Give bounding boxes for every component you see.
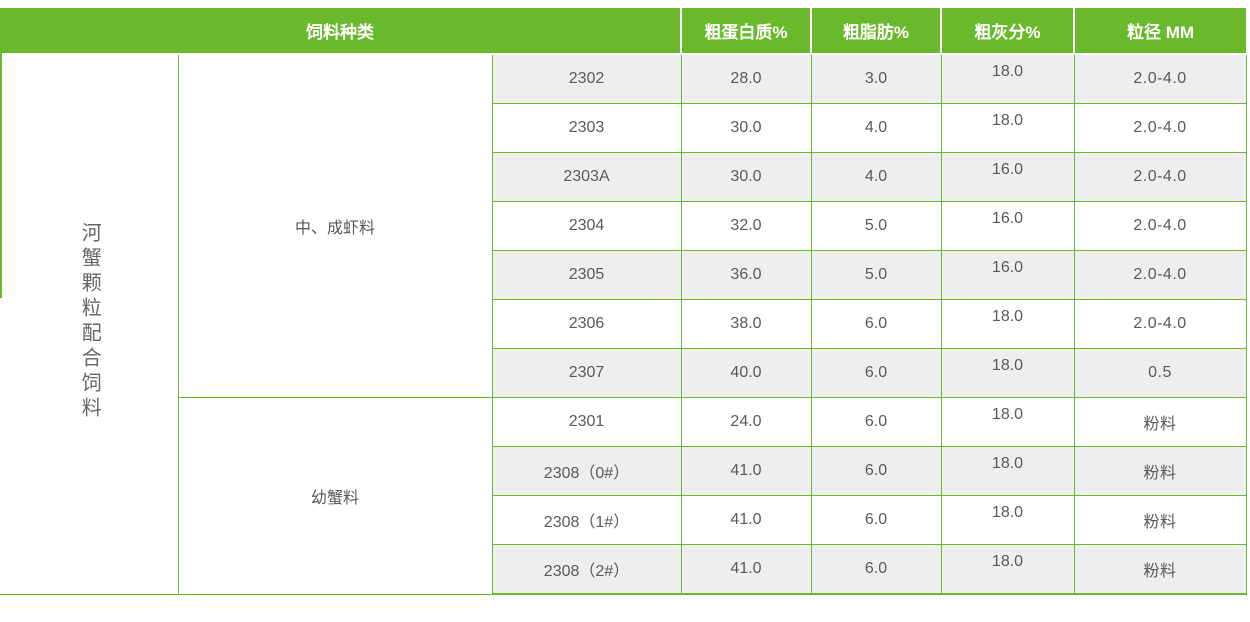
table-row: 2303 30.0 4.0 18.0 2.0-4.0: [0, 103, 1247, 153]
size-cell: 粉料: [1073, 397, 1247, 447]
header-crude-ash: 粗灰分%: [941, 8, 1075, 55]
ash-value: 16.0: [991, 259, 1024, 276]
table-row: 2307 40.0 6.0 18.0 0.5: [0, 348, 1247, 398]
protein-cell: 40.0: [680, 348, 812, 398]
feed-spec-table: 饲料种类 粗蛋白质% 粗脂肪% 粗灰分% 粒径 MM 河蟹颗粒配合饲料 中、成虾料…: [0, 8, 1247, 595]
protein-cell: 41.0: [680, 544, 812, 595]
ash-cell: 18.0: [940, 544, 1075, 595]
product-code-cell: 2303: [491, 103, 682, 153]
ash-cell: 18.0: [940, 103, 1075, 153]
product-code-cell: 2305: [491, 250, 682, 300]
ash-value: 18.0: [991, 357, 1024, 374]
fat-cell: 3.0: [810, 53, 942, 104]
fat-cell: 6.0: [810, 299, 942, 349]
table-row: 2304 32.0 5.0 16.0 2.0-4.0: [0, 201, 1247, 251]
ash-value: 16.0: [991, 161, 1024, 178]
product-code-cell: 2308（1#）: [491, 495, 682, 545]
ash-value: 18.0: [991, 63, 1024, 80]
size-cell: 粉料: [1073, 495, 1247, 545]
fat-cell: 4.0: [810, 103, 942, 153]
ash-value: 16.0: [991, 210, 1024, 227]
fat-cell: 6.0: [810, 544, 942, 595]
ash-cell: 16.0: [940, 250, 1075, 300]
ash-cell: 18.0: [940, 53, 1075, 104]
fat-cell: 5.0: [810, 201, 942, 251]
header-particle-size: 粒径 MM: [1074, 8, 1246, 55]
header-row: 饲料种类 粗蛋白质% 粗脂肪% 粗灰分% 粒径 MM: [0, 8, 1246, 55]
table-body: 河蟹颗粒配合饲料 中、成虾料 2302 28.0 3.0 18.0 2.0-4.0 2303 3…: [0, 53, 1247, 595]
protein-cell: 24.0: [680, 397, 812, 447]
ash-value: 18.0: [991, 308, 1024, 325]
size-cell: 0.5: [1073, 348, 1247, 398]
ash-cell: 18.0: [940, 446, 1075, 496]
ash-cell: 18.0: [940, 495, 1075, 545]
ash-value: 18.0: [991, 455, 1024, 472]
table-row: 2308（2#） 41.0 6.0 18.0 粉料: [0, 544, 1247, 595]
fat-cell: 4.0: [810, 152, 942, 202]
product-code-cell: 2308（2#）: [491, 544, 682, 595]
fat-cell: 6.0: [810, 495, 942, 545]
header-feed-type: 饲料种类: [0, 8, 682, 55]
size-cell: 2.0-4.0: [1073, 299, 1247, 349]
ash-value: 18.0: [991, 112, 1024, 129]
protein-cell: 38.0: [680, 299, 812, 349]
ash-cell: 18.0: [940, 299, 1075, 349]
fat-cell: 6.0: [810, 348, 942, 398]
ash-cell: 18.0: [940, 348, 1075, 398]
product-code-cell: 2304: [491, 201, 682, 251]
fat-cell: 6.0: [810, 446, 942, 496]
category-vertical-label: 河蟹颗粒配合饲料: [78, 221, 101, 422]
table-row: 2305 36.0 5.0 16.0 2.0-4.0: [0, 250, 1247, 300]
table-row: 幼蟹料 2301 24.0 6.0 18.0 粉料: [0, 397, 1247, 595]
size-cell: 粉料: [1073, 544, 1247, 595]
ash-value: 18.0: [991, 504, 1024, 521]
header-crude-fat: 粗脂肪%: [811, 8, 942, 55]
protein-cell: 28.0: [680, 53, 812, 104]
size-cell: 2.0-4.0: [1073, 53, 1247, 104]
protein-cell: 32.0: [680, 201, 812, 251]
size-cell: 2.0-4.0: [1073, 152, 1247, 202]
fat-cell: 5.0: [810, 250, 942, 300]
ash-cell: 16.0: [940, 152, 1075, 202]
table-left-border-segment: [0, 53, 2, 298]
category-cell: 河蟹颗粒配合饲料: [0, 53, 179, 595]
table-row: 河蟹颗粒配合饲料 中、成虾料 2302 28.0 3.0 18.0 2.0-4.0: [0, 53, 1247, 595]
size-cell: 2.0-4.0: [1073, 250, 1247, 300]
protein-cell: 36.0: [680, 250, 812, 300]
product-code-cell: 2301: [491, 397, 682, 447]
ash-value: 18.0: [991, 406, 1024, 423]
product-code-cell: 2306: [491, 299, 682, 349]
ash-cell: 16.0: [940, 201, 1075, 251]
ash-cell: 18.0: [940, 397, 1075, 447]
table-row: 2303A 30.0 4.0 16.0 2.0-4.0: [0, 152, 1247, 202]
table-row: 2306 38.0 6.0 18.0 2.0-4.0: [0, 299, 1247, 349]
table-row: 2308（1#） 41.0 6.0 18.0 粉料: [0, 495, 1247, 545]
protein-cell: 41.0: [680, 446, 812, 496]
protein-cell: 30.0: [680, 152, 812, 202]
header-crude-protein: 粗蛋白质%: [681, 8, 812, 55]
ash-value: 18.0: [991, 553, 1024, 570]
size-cell: 粉料: [1073, 446, 1247, 496]
group-cell: 中、成虾料: [177, 53, 493, 398]
size-cell: 2.0-4.0: [1073, 201, 1247, 251]
protein-cell: 41.0: [680, 495, 812, 545]
size-cell: 2.0-4.0: [1073, 103, 1247, 153]
product-code-cell: 2307: [491, 348, 682, 398]
table-header: 饲料种类 粗蛋白质% 粗脂肪% 粗灰分% 粒径 MM: [0, 8, 1246, 55]
product-code-cell: 2302: [491, 53, 682, 104]
group-cell: 幼蟹料: [177, 397, 493, 595]
table-row: 2308（0#） 41.0 6.0 18.0 粉料: [0, 446, 1247, 496]
protein-cell: 30.0: [680, 103, 812, 153]
fat-cell: 6.0: [810, 397, 942, 447]
product-code-cell: 2308（0#）: [491, 446, 682, 496]
product-code-cell: 2303A: [491, 152, 682, 202]
